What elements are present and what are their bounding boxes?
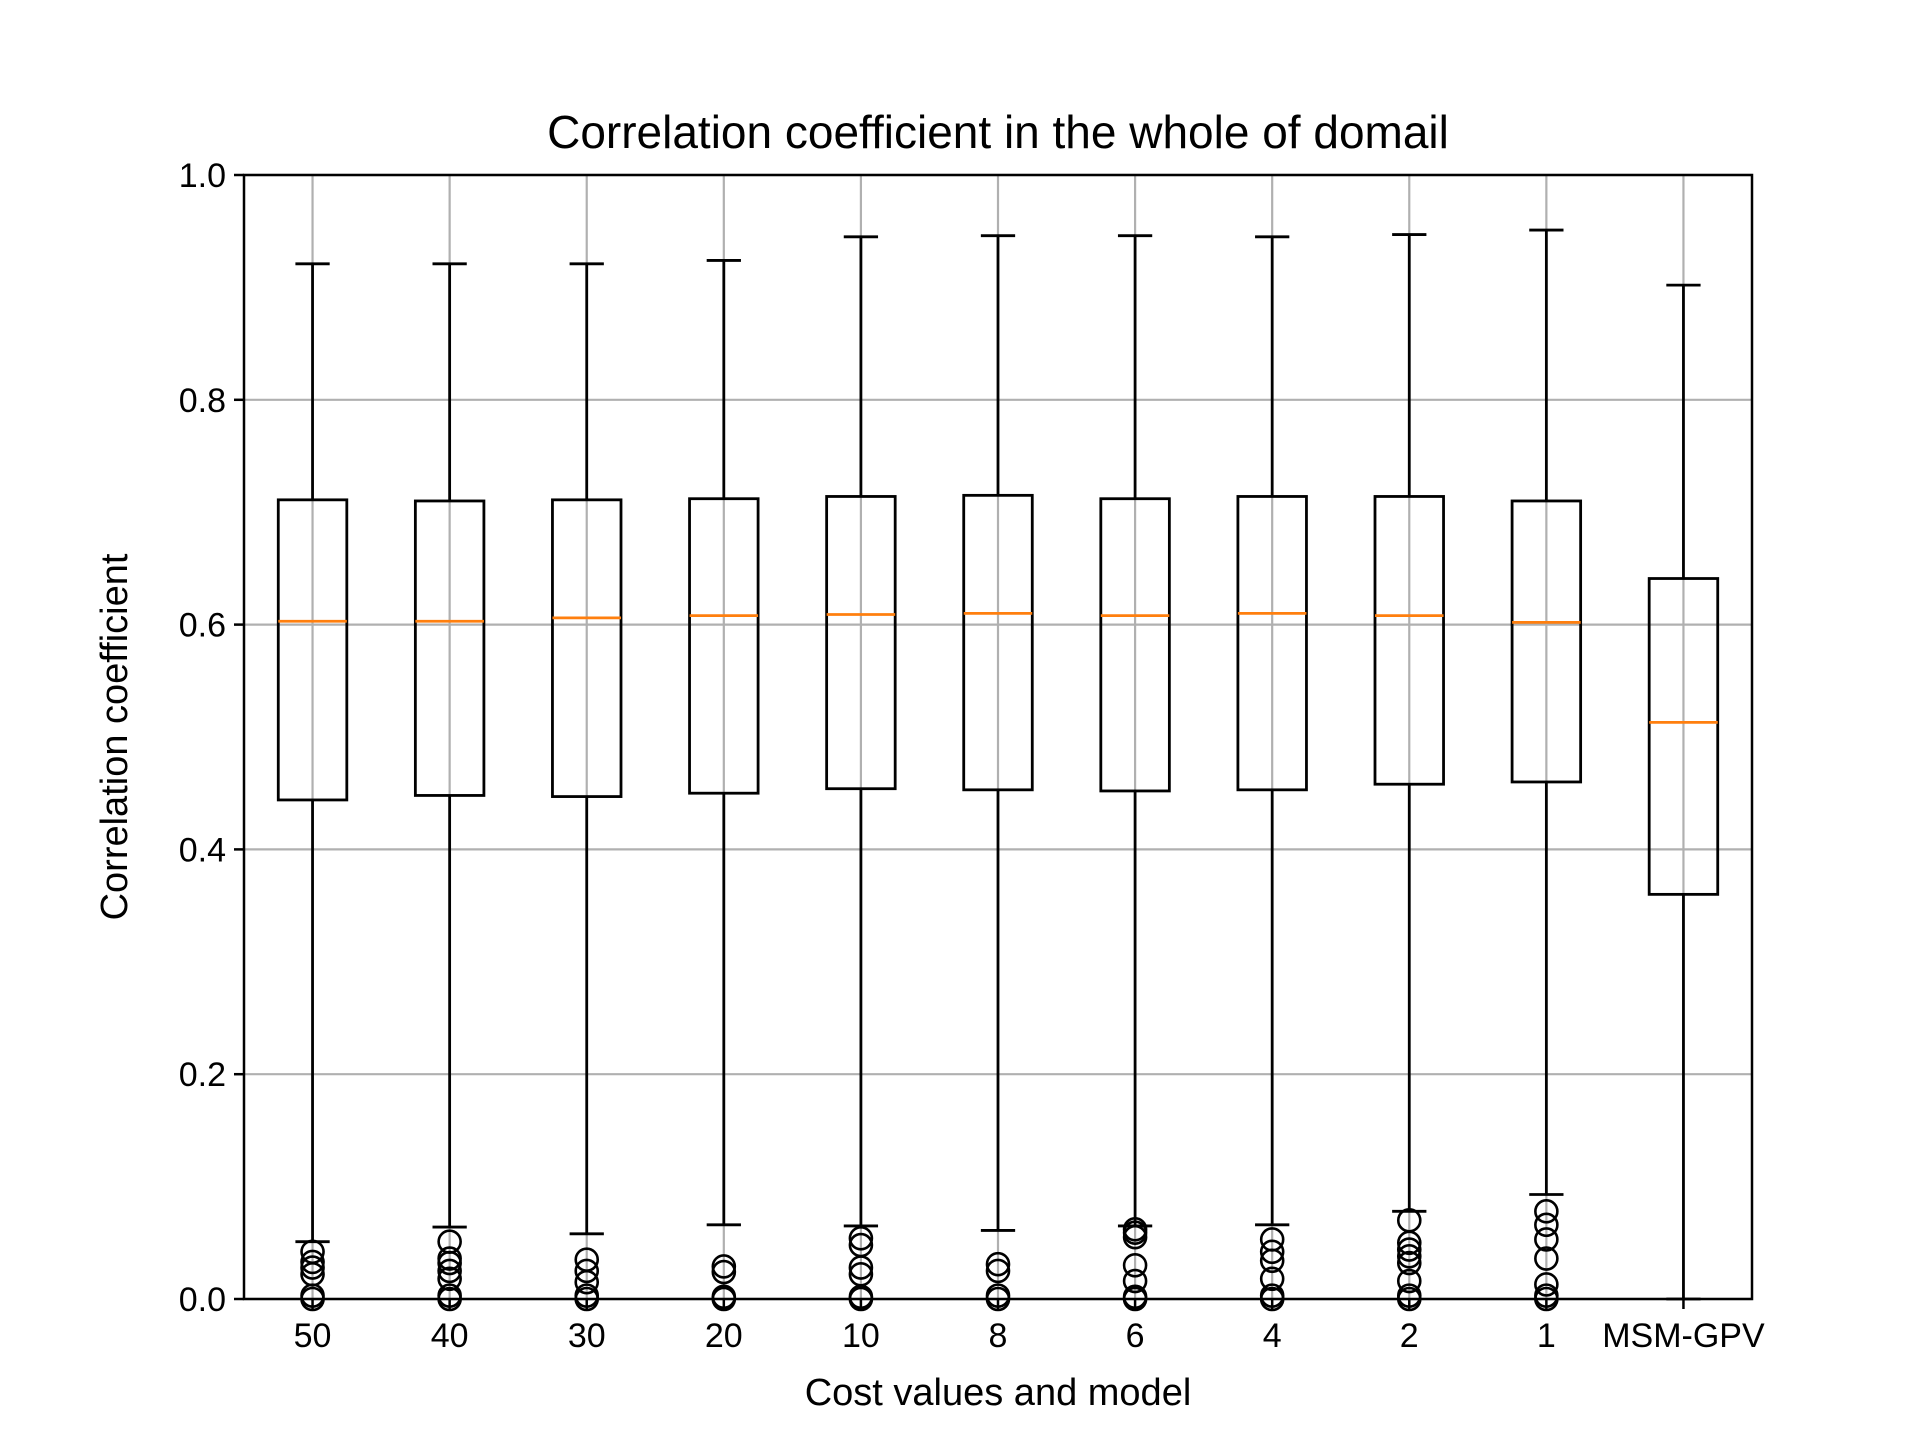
box-group: [1510, 228, 1583, 1312]
x-tick-label: 2: [1400, 1317, 1419, 1355]
x-tick-label: 1: [1537, 1317, 1556, 1355]
outlier-point: [1122, 1252, 1148, 1278]
outlier-point: [1534, 1199, 1559, 1224]
outlier-point: [1396, 1243, 1422, 1269]
x-tick-label: 10: [842, 1317, 880, 1355]
box-group: [1099, 234, 1171, 1312]
outlier-point: [1259, 1227, 1285, 1252]
x-tick-label: 20: [705, 1317, 743, 1355]
outlier-point: [300, 1255, 325, 1280]
outlier-point: [1534, 1272, 1559, 1297]
iqr-box: [1510, 499, 1583, 784]
y-tick-label: 0.4: [179, 831, 226, 869]
iqr-box: [1647, 577, 1720, 896]
iqr-box: [688, 497, 760, 795]
iqr-box: [1373, 495, 1445, 786]
outlier-point: [300, 1239, 325, 1265]
outlier-point: [300, 1249, 325, 1275]
iqr-box: [551, 498, 623, 798]
box-group: [1236, 235, 1308, 1312]
box-group: [551, 262, 623, 1312]
outlier-point: [711, 1254, 737, 1279]
iqr-box: [962, 493, 1034, 792]
x-tick-label: 4: [1263, 1317, 1282, 1355]
outlier-point: [437, 1266, 462, 1292]
iqr-box: [825, 495, 897, 791]
outlier-point: [1396, 1250, 1422, 1276]
outlier-point: [1122, 1268, 1148, 1294]
outlier-point: [1396, 1237, 1422, 1262]
x-tick-label: MSM-GPV: [1602, 1317, 1765, 1355]
iqr-box: [1099, 497, 1171, 793]
outlier-point: [711, 1259, 737, 1285]
outlier-point: [848, 1261, 874, 1287]
outlier-point: [1259, 1239, 1285, 1265]
box-group: [276, 262, 349, 1312]
box-group: [825, 235, 897, 1312]
y-tick-label: 0.8: [179, 382, 226, 420]
x-tick-label: 50: [294, 1317, 332, 1355]
outlier-point: [437, 1229, 462, 1254]
axis-layer: 0.0 0.2 0.4 0.6 0.8 1.0 50 40 30 20 10 8 6 4 2 1 MSM-GPV: [179, 157, 1765, 1355]
y-tick-label: 0.0: [179, 1281, 226, 1319]
outlier-point: [985, 1258, 1011, 1284]
iqr-box: [276, 498, 349, 802]
y-tick-label: 0.6: [179, 607, 226, 645]
outlier-point: [848, 1232, 874, 1258]
outlier-point: [1122, 1217, 1148, 1242]
iqr-box: [413, 499, 486, 797]
x-tick-label: 30: [568, 1317, 606, 1355]
outlier-point: [574, 1258, 600, 1284]
outlier-point: [1534, 1227, 1559, 1252]
outlier-point: [437, 1246, 462, 1271]
x-axis-label: Cost values and model: [805, 1372, 1192, 1414]
y-tick-label: 0.2: [179, 1056, 226, 1094]
outlier-point: [1396, 1268, 1422, 1294]
outlier-point: [437, 1258, 462, 1284]
outlier-point: [848, 1226, 874, 1251]
outlier-point: [1534, 1212, 1559, 1238]
chart-title: Correlation coefficient in the whole of …: [547, 106, 1449, 158]
outlier-point: [1534, 1246, 1559, 1271]
outlier-point: [985, 1251, 1011, 1277]
x-tick-label: 8: [989, 1317, 1008, 1355]
x-tick-label: 40: [431, 1317, 469, 1355]
outlier-point: [1259, 1266, 1285, 1292]
outlier-point: [574, 1247, 600, 1272]
box-group: [1647, 283, 1720, 1301]
iqr-box: [1236, 495, 1308, 792]
y-axis-label: Correlation coefficient: [94, 553, 136, 920]
y-tick-label: 1.0: [179, 157, 226, 195]
box-group: [688, 259, 760, 1312]
box-group: [1373, 233, 1445, 1312]
outlier-point: [1396, 1208, 1422, 1233]
data-layer: [276, 228, 1720, 1312]
x-tick-label: 6: [1126, 1317, 1145, 1355]
